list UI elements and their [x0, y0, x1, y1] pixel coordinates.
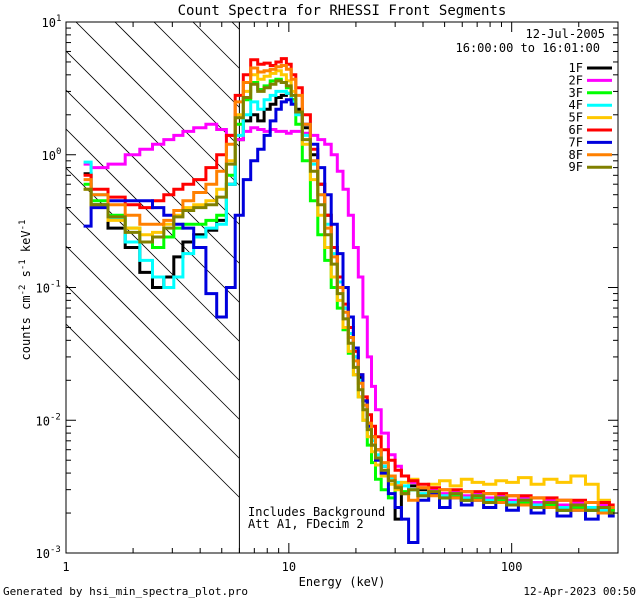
hatch-line — [66, 284, 240, 459]
y-tick-label-base: 10 — [42, 16, 56, 30]
y-axis-label: counts cm-2 s-1 keV-1 — [18, 220, 33, 361]
hatch-line — [66, 167, 240, 342]
legend-label-2F: 2F — [569, 73, 583, 87]
y-tick-label-exponent: -2 — [50, 412, 61, 422]
hatch-line — [153, 22, 240, 108]
annotation-background: Includes Background — [248, 505, 385, 519]
hatch-line — [114, 22, 240, 147]
legend-label-3F: 3F — [569, 86, 583, 100]
series-line-9F — [83, 79, 615, 515]
series-layer — [83, 57, 615, 544]
time-range-label: 16:00:00 to 16:01:00 — [456, 41, 601, 55]
y-tick-label-base: 10 — [36, 547, 50, 561]
y-tick-label-base: 10 — [42, 149, 56, 163]
hatch-line — [66, 50, 240, 225]
date-label: 12-Jul-2005 — [526, 27, 605, 41]
legend-label-5F: 5F — [569, 111, 583, 125]
legend-label-8F: 8F — [569, 148, 583, 162]
y-tick-label-exponent: -1 — [50, 280, 61, 290]
x-tick-label: 100 — [501, 560, 523, 574]
legend-label-6F: 6F — [569, 123, 583, 137]
hatch-line — [66, 245, 240, 420]
y-tick-label-base: 10 — [36, 282, 50, 296]
hatch-line — [192, 22, 240, 69]
x-axis-label: Energy (keV) — [299, 575, 386, 589]
legend-label-7F: 7F — [569, 135, 583, 149]
x-tick-label: 10 — [282, 560, 296, 574]
hatch-line — [66, 128, 240, 303]
legend-label-9F: 9F — [569, 160, 583, 174]
x-tick-labels: 1 10 100 — [62, 560, 522, 574]
y-tick-label-base: 10 — [36, 414, 50, 428]
y-tick-label-exponent: 0 — [56, 147, 61, 157]
chart-title: Count Spectra for RHESSI Front Segments — [178, 3, 507, 19]
hatch-line — [66, 206, 240, 381]
x-tick-label: 1 — [62, 560, 69, 574]
y-tick-label-exponent: -3 — [50, 545, 61, 555]
legend-label-4F: 4F — [569, 98, 583, 112]
hatched-region — [66, 22, 240, 498]
series-line-7F — [83, 98, 615, 544]
y-tick-label-exponent: 1 — [56, 14, 61, 24]
generated-by-label: Generated by hsi_min_spectra_plot.pro — [3, 585, 248, 598]
hatch-line — [75, 22, 240, 186]
legend-label-1F: 1F — [569, 61, 583, 75]
annotation-attenuator: Att A1, FDecim 2 — [248, 517, 364, 531]
hatch-line — [66, 323, 240, 498]
hatch-line — [66, 89, 240, 264]
timestamp-label: 12-Apr-2023 00:50 — [523, 585, 636, 598]
